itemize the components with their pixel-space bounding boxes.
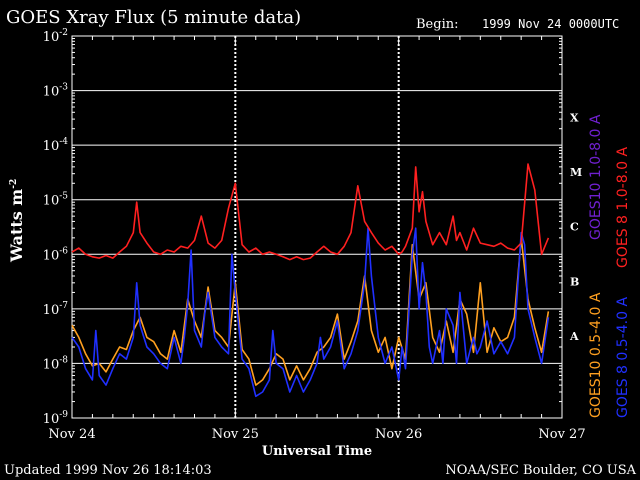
y-tick-label: 10-9 (43, 410, 69, 427)
begin-value: 1999 Nov 24 0000UTC (482, 17, 619, 31)
series-line-1 (71, 227, 550, 398)
legend-right: GOES 8 0.5-4.0 A (615, 297, 631, 418)
svg-text:GOES 8 0.5-4.0 A: GOES 8 0.5-4.0 A (615, 297, 631, 418)
data-series (71, 163, 550, 398)
chart-title: GOES Xray Flux (5 minute data) (6, 7, 301, 28)
y-tick-label: 10-6 (43, 246, 69, 263)
legend-left-top: GOES10 1.0-8.0 A (588, 114, 604, 240)
y-tick-label: 10-2 (43, 28, 68, 45)
y-tick-labels: 10-2 10-3 10-4 10-5 10-6 10-7 10-8 10-9 (43, 28, 69, 427)
begin-label: Begin: (416, 17, 458, 32)
x-tick-label: Nov 25 (212, 427, 259, 442)
flare-class-C: C (570, 221, 579, 234)
legend-goes8-long-top: GOES 8 1.0-8.0 A (615, 147, 631, 268)
y-tick-label: 10-8 (43, 355, 69, 372)
legend-goes10-short: GOES10 0.5-4.0 A (588, 292, 604, 418)
credit-text: NOAA/SEC Boulder, CO USA (445, 463, 636, 478)
svg-text:GOES 8 1.0-8.0 A: GOES 8 1.0-8.0 A (615, 147, 631, 268)
y-tick-label: 10-4 (43, 137, 69, 154)
legend-goes10-long: GOES10 1.0-8.0 A (588, 114, 604, 240)
grid-lines (72, 36, 562, 418)
updated-text: Updated 1999 Nov 26 18:14:03 (4, 463, 212, 478)
x-tick-label: Nov 27 (538, 427, 585, 442)
svg-text:GOES10 1.0-8.0 A: GOES10 1.0-8.0 A (588, 114, 604, 240)
legend-goes8-long: GOES 8 0.5-4.0 A (615, 297, 631, 418)
series-line-2 (71, 237, 550, 386)
flare-class-A: A (569, 330, 579, 343)
svg-text:GOES10 0.5-4.0 A: GOES10 0.5-4.0 A (588, 292, 604, 418)
legend-left: GOES10 0.5-4.0 A (588, 292, 604, 418)
legend-right-top: GOES 8 1.0-8.0 A (615, 147, 631, 268)
y-axis-label: Watts m-2 (7, 179, 26, 263)
x-tick-labels: Nov 24 Nov 25 Nov 26 Nov 27 (48, 427, 585, 442)
x-tick-label: Nov 24 (48, 427, 95, 442)
y-axis-label-group: Watts m-2 (7, 179, 26, 263)
y-tick-label: 10-3 (43, 83, 69, 100)
y-tick-label: 10-5 (43, 192, 69, 209)
y-tick-label: 10-7 (43, 301, 69, 318)
flare-class-B: B (570, 275, 579, 288)
flare-class-labels: X M C B A (569, 112, 582, 343)
x-tick-label: Nov 26 (375, 427, 422, 442)
flare-class-X: X (570, 112, 579, 125)
flare-class-M: M (570, 166, 582, 179)
series-line-0 (71, 163, 550, 261)
axis-ticks (71, 36, 563, 418)
x-axis-label: Universal Time (262, 444, 372, 459)
